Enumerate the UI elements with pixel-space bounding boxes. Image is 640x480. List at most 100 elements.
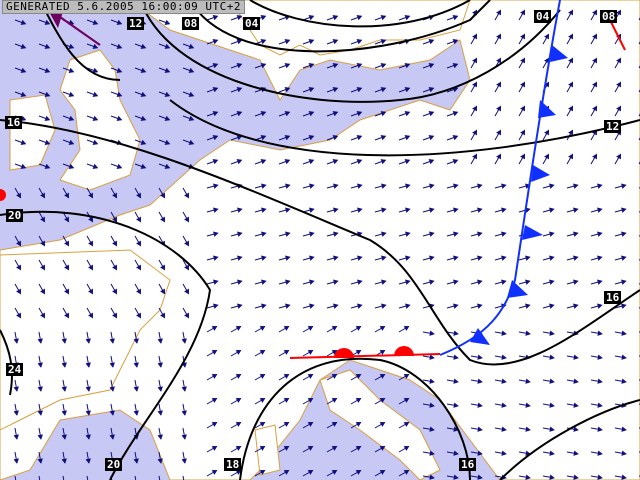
wind-arrow-head [621, 474, 627, 480]
wind-arrow-head [260, 63, 267, 69]
wind-arrow-head [40, 216, 46, 223]
wind-arrow-head [283, 373, 290, 379]
wind-arrow-head [453, 231, 459, 237]
wind-arrow-head [284, 135, 291, 141]
wind-arrow-head [188, 115, 195, 121]
isobar [0, 210, 212, 480]
wind-arrow-head [355, 325, 362, 331]
wind-arrow-head [477, 378, 483, 384]
wind-arrow-head [40, 264, 46, 271]
land-ireland [9, 94, 56, 171]
wind-arrow-head [544, 33, 550, 40]
isobar-label: 04 [534, 10, 552, 23]
wind-arrow-head [164, 67, 171, 73]
wind-arrow-head [112, 192, 118, 199]
wind-arrow-head [621, 426, 627, 432]
wind-arrow-head [616, 9, 622, 16]
wind-arrow-head [501, 378, 507, 384]
wind-arrow-head [621, 450, 627, 456]
wind-arrow-head [261, 303, 267, 309]
wind-arrow-head [501, 183, 507, 189]
wind-arrow-head [568, 105, 574, 112]
wind-arrow-head [285, 303, 291, 309]
land-britain [59, 49, 141, 191]
wind-arrow-head [477, 183, 483, 189]
wind-arrow-head [380, 15, 387, 21]
wind-arrow-head [525, 474, 531, 480]
wind-arrow-head [356, 63, 363, 69]
wind-arrow-head [236, 63, 243, 69]
wind-arrow-head [525, 402, 531, 408]
wind-arrow-head [429, 474, 435, 480]
wind-arrow-head [501, 255, 507, 261]
wind-arrow-head [597, 354, 603, 360]
wind-arrow-head [332, 87, 339, 93]
wind-arrow-head [285, 231, 291, 237]
wind-arrow-head [307, 373, 314, 379]
wind-arrow-head [133, 410, 139, 416]
wind-arrow-head [308, 111, 315, 117]
wind-arrow [134, 475, 137, 480]
wind-arrow-head [261, 207, 267, 213]
wind-arrow-head [136, 288, 142, 295]
wind-arrow-head [236, 87, 243, 93]
wind-arrow-head [181, 434, 187, 440]
wind-arrow-head [68, 163, 75, 169]
cold-front [439, 0, 568, 356]
wind-arrow-head [453, 330, 459, 336]
wind-arrow-head [525, 303, 531, 309]
wind-arrow-head [429, 255, 435, 261]
wind-arrow-head [285, 207, 291, 213]
wind-arrow-head [116, 67, 123, 73]
wind-arrow-head [92, 139, 99, 145]
wind-arrow-head [477, 474, 483, 480]
wind-arrow-head [496, 105, 502, 112]
wind-arrow-head [16, 288, 22, 295]
wind-arrow-head [477, 450, 483, 456]
wind-arrow-head [140, 163, 147, 169]
wind-arrow-head [573, 183, 579, 189]
wind-arrow-head [403, 445, 410, 451]
wind-arrow-head [44, 139, 51, 145]
wind-arrow-head [235, 445, 242, 451]
wind-arrow-head [568, 153, 574, 160]
wind-arrow-head [404, 135, 411, 141]
wind-arrow-head [333, 303, 339, 309]
wind-arrow-head [213, 231, 219, 237]
wind-arrow-head [88, 264, 94, 271]
wind-arrow-head [592, 153, 598, 160]
wind-arrow-head [573, 207, 579, 213]
wind-arrow-head [331, 325, 338, 331]
wind-arrow-head [453, 279, 459, 285]
wind-arrow-head [549, 450, 555, 456]
wind-arrow-head [237, 231, 243, 237]
wind-arrow-head [525, 279, 531, 285]
wind-arrow-head [525, 426, 531, 432]
wind-arrow-head [188, 91, 195, 97]
wind-arrow-field [13, 9, 640, 480]
wind-arrow-head [333, 183, 339, 189]
wind-arrow-head [429, 426, 435, 432]
wind-arrow-head [380, 111, 387, 117]
wind-arrow-head [520, 9, 526, 16]
wind-arrow-head [40, 192, 46, 199]
wind-arrow-head [236, 39, 243, 45]
wind-arrow-head [116, 91, 123, 97]
wind-arrow-head [356, 135, 363, 141]
wind-arrow-head [213, 255, 219, 261]
wind-arrow-head [405, 255, 411, 261]
wind-arrow-head [380, 39, 387, 45]
isobar [139, 0, 561, 103]
wind-arrow-head [112, 240, 118, 247]
wind-arrow-head [140, 43, 147, 49]
wind-arrow-head [355, 421, 362, 427]
wind-arrow-head [621, 330, 627, 336]
wind-arrow-head [112, 288, 118, 295]
wind-arrow-head [259, 373, 266, 379]
wind-arrow-head [597, 474, 603, 480]
wind-arrow-head [403, 325, 410, 331]
isobar-label: 12 [604, 120, 622, 133]
wind-arrow [62, 475, 65, 480]
wind-arrow-head [44, 163, 51, 169]
